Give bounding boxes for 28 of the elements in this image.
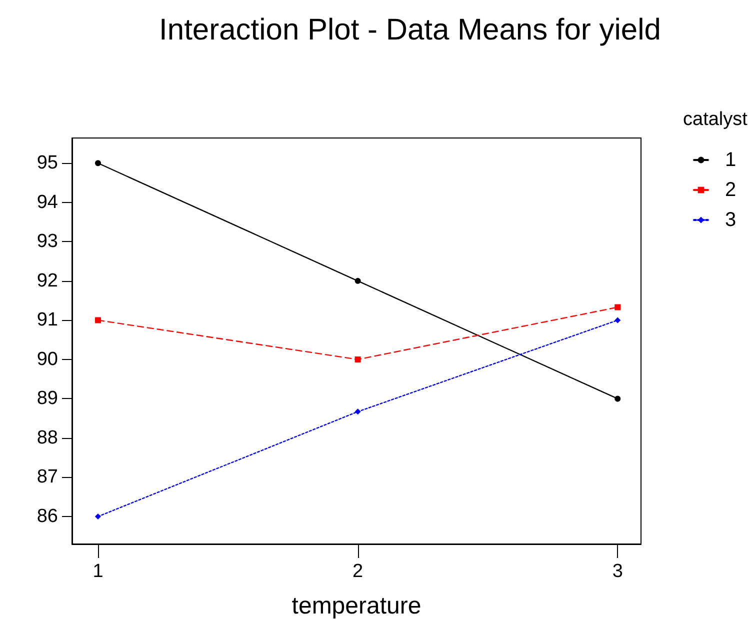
point [354, 408, 361, 415]
y-tick-label: 93 [36, 231, 58, 252]
y-tick-label: 95 [36, 152, 58, 174]
x-axis-title: temperature [292, 592, 422, 620]
y-tick-label: 87 [36, 466, 58, 488]
y-tick-label: 89 [36, 388, 58, 410]
point [614, 396, 621, 402]
x-tick-label: 1 [92, 561, 104, 582]
y-tick-label: 88 [36, 427, 58, 448]
chart-title: Interaction Plot - Data Means for yield [159, 14, 661, 46]
y-tick-label: 94 [36, 192, 58, 213]
point [94, 514, 101, 520]
point [354, 278, 361, 284]
x-tick-label: 3 [612, 561, 623, 582]
y-tick-label: 90 [36, 348, 58, 370]
x-tick-label: 2 [352, 561, 364, 582]
legend-label: 1 [725, 149, 736, 171]
legend-title: catalyst [683, 109, 748, 130]
point [354, 356, 361, 362]
point [614, 317, 621, 324]
legend-label: 2 [725, 179, 736, 201]
y-tick-label: 92 [36, 270, 58, 292]
y-tick-label: 86 [36, 506, 58, 528]
legend-label: 3 [725, 209, 736, 231]
point [94, 160, 101, 166]
y-tick-label: 91 [36, 310, 58, 331]
point [614, 304, 621, 310]
point [94, 317, 101, 324]
